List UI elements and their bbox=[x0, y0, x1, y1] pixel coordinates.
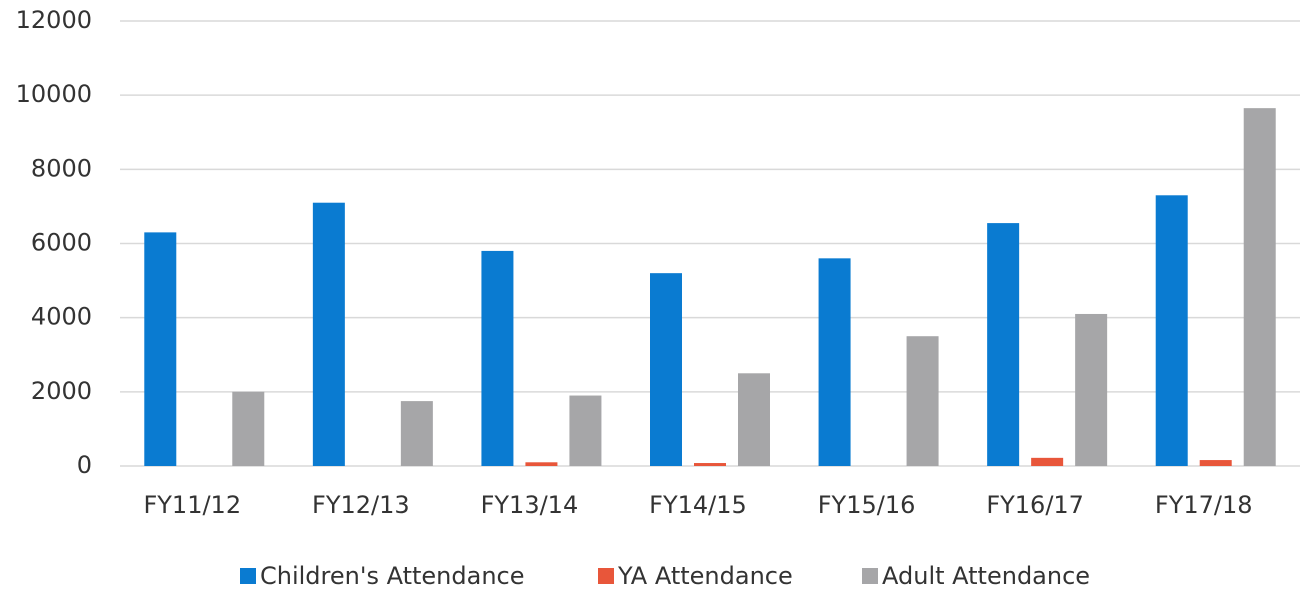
x-tick-label: FY15/16 bbox=[818, 491, 916, 519]
bar bbox=[400, 401, 433, 466]
bar bbox=[738, 373, 770, 466]
bar bbox=[1243, 108, 1276, 466]
legend-label: Adult Attendance bbox=[882, 562, 1090, 590]
x-tick-label: FY14/15 bbox=[649, 491, 747, 519]
bar bbox=[144, 232, 177, 466]
bar bbox=[312, 202, 345, 467]
x-tick-label: FY11/12 bbox=[143, 491, 241, 519]
y-tick-label: 10000 bbox=[16, 80, 92, 108]
y-tick-label: 6000 bbox=[31, 229, 92, 257]
bar bbox=[569, 395, 602, 466]
bar bbox=[987, 223, 1020, 466]
bar bbox=[818, 258, 851, 466]
legend-swatch bbox=[240, 568, 256, 584]
bar bbox=[1075, 313, 1108, 466]
bar bbox=[525, 462, 558, 466]
x-tick-label: FY12/13 bbox=[312, 491, 410, 519]
bar bbox=[650, 273, 682, 466]
legend-swatch bbox=[598, 568, 614, 584]
bar bbox=[232, 391, 265, 466]
y-tick-label: 4000 bbox=[31, 303, 92, 331]
y-tick-label: 12000 bbox=[16, 6, 92, 34]
legend-label: YA Attendance bbox=[617, 562, 793, 590]
y-tick-label: 0 bbox=[77, 451, 92, 479]
legend-label: Children's Attendance bbox=[260, 562, 525, 590]
bar bbox=[481, 250, 514, 466]
bar bbox=[1199, 460, 1232, 466]
x-tick-label: FY16/17 bbox=[986, 491, 1084, 519]
y-tick-label: 2000 bbox=[31, 377, 92, 405]
bar bbox=[1031, 457, 1064, 466]
y-tick-label: 8000 bbox=[31, 154, 92, 182]
bar bbox=[906, 336, 939, 466]
bar bbox=[694, 463, 726, 466]
x-tick-label: FY13/14 bbox=[481, 491, 579, 519]
x-tick-label: FY17/18 bbox=[1155, 491, 1253, 519]
legend-swatch bbox=[862, 568, 878, 584]
bar bbox=[1155, 195, 1188, 466]
